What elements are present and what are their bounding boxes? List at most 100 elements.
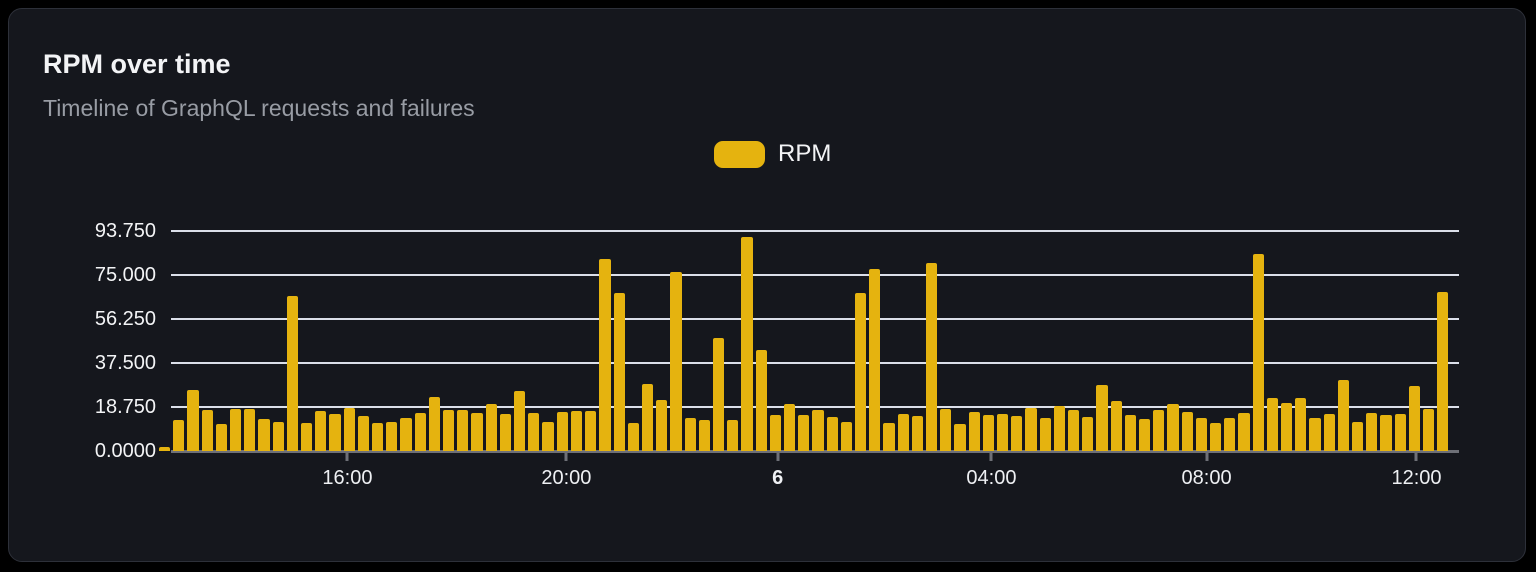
bar[interactable] [982,415,994,451]
bar[interactable] [911,416,923,451]
bar[interactable] [698,420,710,451]
bar[interactable] [585,411,597,451]
bar[interactable] [1337,380,1350,451]
gridline [171,274,1459,276]
bar[interactable] [1195,418,1208,451]
bar[interactable] [272,422,284,451]
bar[interactable] [783,404,796,451]
bar[interactable] [414,413,426,451]
bar[interactable] [1437,292,1449,451]
bar[interactable] [286,296,299,451]
bar[interactable] [457,410,469,451]
bar[interactable] [883,423,895,451]
bar[interactable] [471,413,483,451]
bar[interactable] [897,414,909,451]
gridline [171,362,1459,364]
bar[interactable] [372,423,384,451]
bar[interactable] [641,384,654,451]
bar[interactable] [1124,415,1137,451]
bar[interactable] [1394,414,1406,451]
bar[interactable] [1423,409,1435,451]
bar[interactable] [159,447,171,451]
bar[interactable] [670,272,682,451]
bar[interactable] [1352,422,1364,451]
bar[interactable] [613,293,625,451]
bar[interactable] [727,420,739,451]
bar[interactable] [925,263,938,451]
bar[interactable] [940,409,952,451]
bar[interactable] [1096,385,1108,451]
bar[interactable] [528,413,540,451]
bar[interactable] [173,420,185,451]
bar[interactable] [386,422,398,451]
bar[interactable] [840,422,852,451]
bar[interactable] [1181,412,1193,451]
bar[interactable] [1025,408,1037,451]
bar[interactable] [1210,423,1222,451]
y-axis-tick-label: 37.500 [94,352,156,374]
bar[interactable] [230,409,242,451]
bar[interactable] [1366,413,1378,451]
bar[interactable] [428,397,441,451]
bar[interactable] [684,418,696,451]
bar[interactable] [400,418,412,451]
bar[interactable] [201,410,213,451]
bar[interactable] [826,417,838,451]
bar[interactable] [1224,418,1236,451]
bar[interactable] [1252,254,1264,451]
bar[interactable] [712,338,725,451]
x-axis-line [171,450,1459,453]
legend-item-rpm[interactable]: RPM [714,140,831,168]
bar[interactable] [1011,416,1023,451]
bar[interactable] [1323,414,1335,451]
bar[interactable] [1039,418,1051,451]
bar[interactable] [1153,410,1165,451]
bar[interactable] [869,269,881,451]
bar[interactable] [542,422,554,451]
bar[interactable] [954,424,966,451]
bar[interactable] [1266,398,1279,451]
bar[interactable] [1082,417,1094,451]
bar[interactable] [215,424,228,451]
bar[interactable] [315,411,327,451]
bar[interactable] [1309,418,1321,451]
bar[interactable] [514,391,526,451]
bar[interactable] [1139,419,1151,451]
bar[interactable] [329,414,341,451]
bar[interactable] [556,412,568,451]
bar[interactable] [968,412,980,451]
x-axis-tick-mark [564,452,568,461]
bar[interactable] [1238,413,1250,451]
bar[interactable] [1167,404,1179,451]
bar[interactable] [1295,398,1307,451]
bar[interactable] [187,390,199,451]
bar[interactable] [1281,403,1293,451]
x-axis-tick-label: 12:00 [1391,467,1442,489]
bar[interactable] [485,404,497,451]
gridline [171,230,1459,232]
bar[interactable] [258,419,270,451]
bar[interactable] [755,350,767,451]
bar[interactable] [1380,415,1392,451]
bar[interactable] [798,415,810,451]
bar[interactable] [769,415,781,451]
bar[interactable] [1068,410,1080,451]
bar[interactable] [996,414,1009,451]
bar[interactable] [627,423,639,451]
bar[interactable] [854,293,867,451]
bar[interactable] [812,410,824,451]
bar[interactable] [570,411,583,451]
gridline [171,318,1459,320]
bar[interactable] [244,409,256,451]
bar[interactable] [599,259,611,451]
bar[interactable] [443,410,455,451]
bar[interactable] [499,414,512,451]
bar[interactable] [1053,406,1065,451]
bar[interactable] [741,237,753,451]
bar[interactable] [656,400,668,451]
bar[interactable] [343,408,355,451]
bar[interactable] [301,423,313,451]
bar[interactable] [1110,401,1122,451]
bar[interactable] [1408,386,1421,451]
bar[interactable] [357,416,370,451]
